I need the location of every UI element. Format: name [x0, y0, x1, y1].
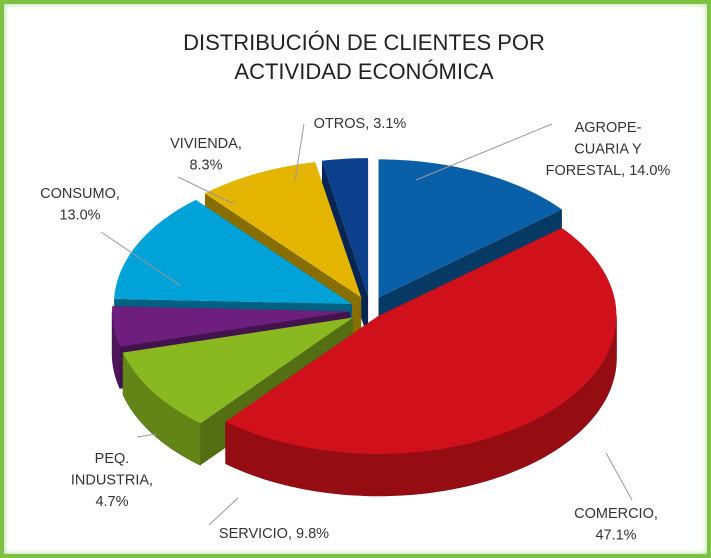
- data-label: 47.1%: [595, 527, 636, 543]
- slice: [112, 306, 351, 347]
- leader-line: [294, 123, 305, 181]
- data-label: AGROPE-: [575, 120, 642, 136]
- data-label: PEQ.: [95, 451, 130, 467]
- leader-line: [605, 452, 633, 501]
- leader-line: [100, 231, 182, 287]
- slice: [114, 199, 352, 304]
- data-label: CUARIA Y: [574, 141, 642, 157]
- data-label: OTROS, 3.1%: [314, 116, 407, 132]
- slice-wall: [122, 352, 201, 466]
- leader-line: [177, 176, 235, 205]
- chart-title: DISTRIBUCIÓN DE CLIENTES POR ACTIVIDAD E…: [183, 30, 545, 84]
- data-label: CONSUMO,: [40, 186, 120, 202]
- data-label: COMERCIO,: [574, 506, 658, 522]
- data-label: INDUSTRIA,: [71, 472, 153, 488]
- slice: [123, 317, 354, 424]
- data-label: FORESTAL, 14.0%: [546, 163, 671, 179]
- leader-line: [415, 123, 553, 181]
- slice-wall: [225, 315, 617, 497]
- slice: [322, 158, 369, 297]
- data-label: 8.3%: [189, 157, 222, 173]
- data-label: VIVIENDA,: [170, 136, 242, 152]
- chart: AGROPE- CUARIA Y FORESTAL, 14.0% COMERCIO, 4…: [40, 116, 671, 544]
- leader-line: [208, 497, 239, 526]
- data-label: 4.7%: [95, 494, 128, 510]
- slice: [378, 159, 562, 298]
- leader-line: [136, 433, 157, 438]
- data-label: SERVICIO, 9.8%: [219, 526, 329, 542]
- slice: [225, 228, 617, 454]
- slice: [204, 162, 362, 298]
- data-label: 13.0%: [59, 207, 100, 223]
